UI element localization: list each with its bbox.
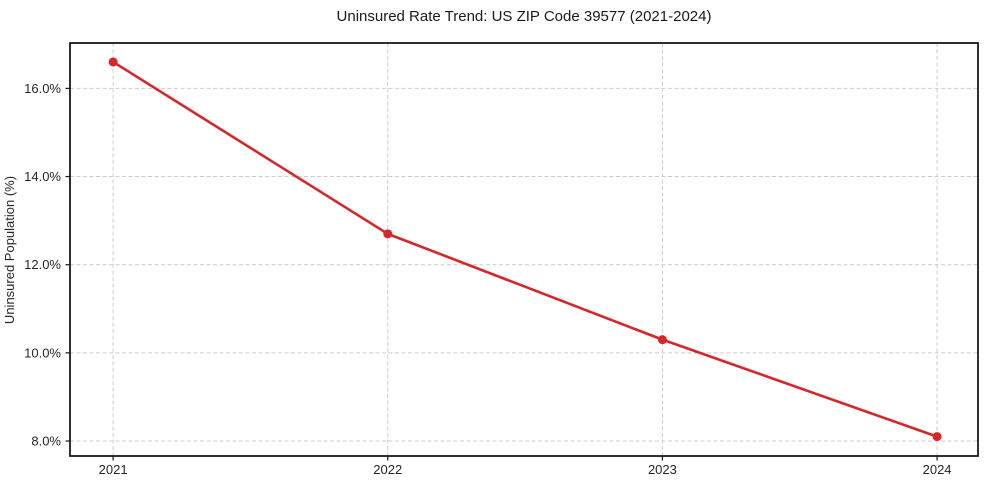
y-tick-label: 12.0% [24, 257, 61, 272]
x-tick-label: 2024 [923, 462, 952, 477]
data-point-marker [383, 229, 393, 239]
data-point-marker [932, 432, 942, 442]
x-tick-label: 2021 [99, 462, 128, 477]
y-tick-label: 16.0% [24, 81, 61, 96]
x-tick-label: 2023 [648, 462, 677, 477]
chart-title: Uninsured Rate Trend: US ZIP Code 39577 … [337, 8, 712, 25]
y-axis-label: Uninsured Population (%) [2, 176, 17, 324]
data-point-marker [108, 57, 118, 67]
y-tick-label: 8.0% [31, 434, 61, 449]
axes-border [69, 42, 979, 457]
plot-area: 8.0% 10.0% 12.0% 14.0% 16.0% 2021 2022 2023 2024 [24, 42, 979, 477]
x-tick-label: 2022 [373, 462, 402, 477]
y-tick-label: 14.0% [24, 169, 61, 184]
data-point-marker [657, 335, 667, 345]
y-tick-label: 10.0% [24, 345, 61, 360]
trend-line [111, 60, 939, 438]
